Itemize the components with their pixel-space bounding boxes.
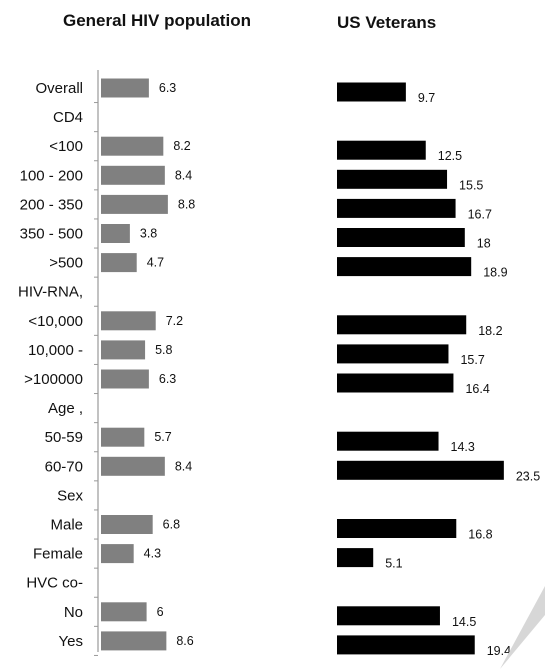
us-veterans-value-label: 15.7 [460, 353, 484, 367]
chart-marks: Overall 6.3 9.7 CD4 <100 8.2 12.5 100 - 200 8.4 1… [18, 78, 540, 658]
general-hiv-bar [101, 544, 134, 564]
general-hiv-bar [101, 136, 164, 156]
general-hiv-value-label: 8.4 [175, 459, 192, 473]
us-veterans-value-label: 16.4 [465, 382, 489, 396]
us-veterans-bar [337, 460, 504, 480]
us-veterans-bar [337, 373, 454, 393]
general-hiv-bar [101, 165, 165, 185]
category-label: CD4 [53, 109, 83, 126]
us-veterans-bar [337, 635, 475, 655]
general-hiv-bar [101, 427, 145, 447]
us-veterans-bar [337, 257, 472, 277]
general-hiv-bar [101, 515, 153, 534]
category-label: HIV-RNA, [18, 284, 83, 301]
us-veterans-value-label: 16.8 [468, 528, 492, 542]
general-hiv-value-label: 5.7 [154, 430, 171, 444]
us-veterans-bar [337, 606, 440, 626]
us-veterans-value-label: 9.7 [418, 91, 435, 105]
us-veterans-value-label: 14.3 [451, 440, 475, 454]
category-label: 10,000 - [28, 342, 83, 359]
us-veterans-title: US Veterans [337, 13, 436, 32]
us-veterans-value-label: 19.4 [487, 644, 511, 658]
general-hiv-bar [101, 311, 156, 331]
category-label: Yes [59, 633, 83, 650]
general-hiv-bar [101, 78, 149, 98]
us-veterans-bar [337, 198, 456, 218]
us-veterans-bar [337, 548, 374, 568]
general-hiv-value-label: 5.8 [155, 343, 172, 357]
us-veterans-value-label: 14.5 [452, 615, 476, 629]
category-label: >100000 [24, 371, 83, 388]
general-hiv-bar [101, 631, 167, 651]
general-hiv-value-label: 3.8 [140, 227, 157, 241]
us-veterans-bar [337, 169, 448, 189]
general-hiv-value-label: 8.4 [175, 168, 192, 182]
general-hiv-bar [101, 456, 165, 476]
category-label: 100 - 200 [20, 167, 83, 184]
category-label: Female [33, 546, 83, 563]
us-veterans-bar [337, 344, 449, 364]
general-hiv-value-label: 4.3 [144, 547, 161, 561]
category-label: No [64, 604, 83, 621]
general-hiv-title: General HIV population [63, 11, 251, 30]
general-hiv-bar [101, 194, 168, 214]
general-hiv-value-label: 8.2 [173, 139, 190, 153]
category-label: HVC co- [26, 575, 83, 592]
category-label: Age , [48, 400, 83, 417]
category-label: Sex [57, 487, 83, 504]
general-hiv-value-label: 6.3 [159, 81, 176, 95]
general-hiv-bar [101, 340, 146, 360]
us-veterans-bar [337, 315, 467, 335]
general-hiv-value-label: 6.3 [159, 372, 176, 386]
us-veterans-value-label: 15.5 [459, 178, 483, 192]
general-hiv-bar [101, 224, 130, 243]
general-hiv-value-label: 8.6 [176, 634, 193, 648]
general-hiv-value-label: 6.8 [163, 518, 180, 532]
us-veterans-value-label: 18.2 [478, 324, 502, 338]
general-hiv-bar [101, 253, 137, 273]
category-label: 50-59 [45, 429, 83, 446]
category-label: Overall [35, 80, 83, 97]
category-label: Male [50, 517, 83, 534]
us-veterans-value-label: 18 [477, 237, 491, 251]
category-label: 350 - 500 [20, 226, 83, 243]
category-label: >500 [49, 255, 83, 272]
category-label: <100 [49, 138, 83, 155]
general-hiv-bar [101, 602, 147, 622]
us-veterans-value-label: 18.9 [483, 266, 507, 280]
us-veterans-value-label: 5.1 [385, 557, 402, 571]
general-hiv-value-label: 8.8 [178, 197, 195, 211]
us-veterans-bar [337, 519, 457, 538]
category-label: <10,000 [28, 313, 83, 330]
us-veterans-bar [337, 140, 426, 160]
general-hiv-value-label: 7.2 [166, 314, 183, 328]
category-label: 60-70 [45, 458, 83, 475]
us-veterans-value-label: 12.5 [438, 149, 462, 163]
general-hiv-bar [101, 369, 149, 389]
corner-fold-shape [500, 586, 545, 669]
category-label: 200 - 350 [20, 196, 83, 213]
us-veterans-bar [337, 82, 406, 102]
us-veterans-value-label: 23.5 [516, 469, 540, 483]
us-veterans-bar [337, 228, 465, 247]
us-veterans-bar [337, 431, 439, 451]
us-veterans-value-label: 16.7 [468, 207, 492, 221]
general-hiv-value-label: 6 [157, 605, 164, 619]
general-hiv-value-label: 4.7 [147, 256, 164, 270]
